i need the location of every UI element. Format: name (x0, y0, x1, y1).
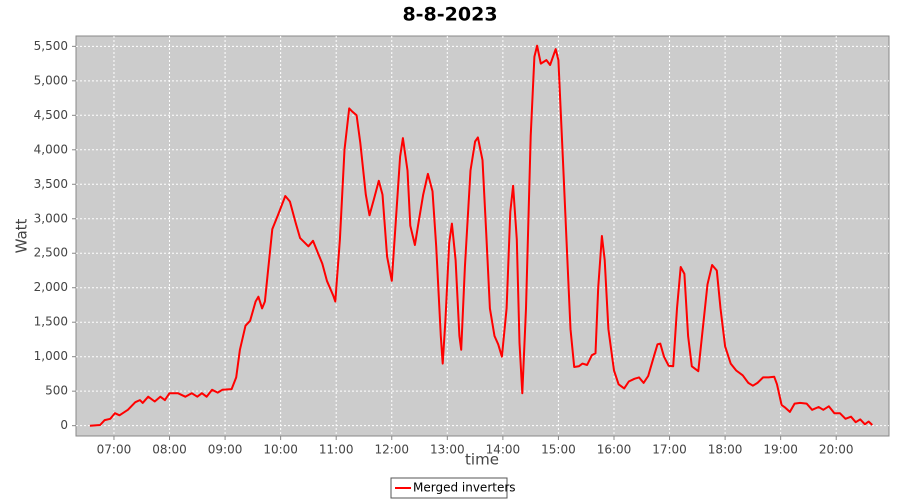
x-tick-label: 17:00 (652, 443, 687, 457)
y-tick-label: 5,000 (34, 73, 68, 87)
x-tick-label: 08:00 (152, 443, 187, 457)
x-tick-label: 20:00 (819, 443, 854, 457)
y-tick-label: 1,000 (34, 349, 68, 363)
x-tick-label: 13:00 (430, 443, 465, 457)
y-tick-label: 1,500 (34, 315, 68, 329)
x-axis-label: time (465, 451, 499, 469)
y-tick-label: 3,000 (34, 211, 68, 225)
data-line (89, 44, 873, 427)
y-tick-label: 4,500 (34, 108, 68, 122)
x-tick-label: 19:00 (763, 443, 798, 457)
plot-area (75, 35, 890, 437)
x-tick-label: 14:00 (486, 443, 521, 457)
chart-title: 8-8-2023 (402, 4, 497, 26)
x-tick-label: 10:00 (263, 443, 298, 457)
y-tick-label: 0 (60, 418, 68, 432)
x-tick-label: 16:00 (597, 443, 632, 457)
y-tick-label: 2,000 (34, 280, 68, 294)
y-tick-label: 4,000 (34, 142, 68, 156)
y-tick-label: 2,500 (34, 246, 68, 260)
x-tick-label: 09:00 (208, 443, 243, 457)
x-tick-label: 07:00 (97, 443, 132, 457)
x-tick-label: 15:00 (541, 443, 576, 457)
x-tick-label: 18:00 (708, 443, 743, 457)
legend-label: Merged inverters (413, 481, 516, 495)
y-tick-label: 5,500 (34, 39, 68, 53)
y-axis-label: Watt (13, 218, 31, 253)
x-tick-label: 11:00 (319, 443, 354, 457)
y-tick-label: 3,500 (34, 177, 68, 191)
legend-box (390, 477, 508, 499)
y-tick-label: 500 (45, 384, 68, 398)
x-tick-label: 12:00 (374, 443, 409, 457)
